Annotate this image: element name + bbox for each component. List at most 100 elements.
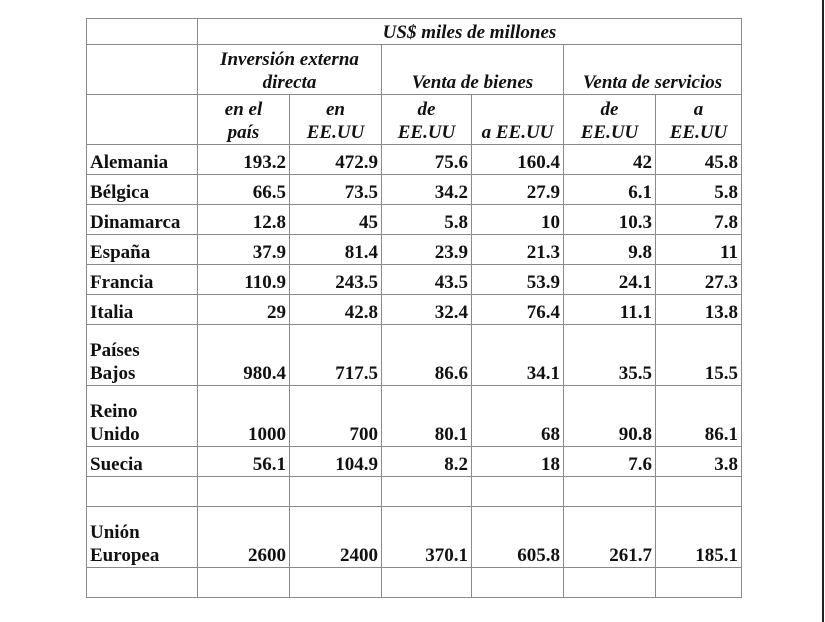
empty-corner-cell: [86, 18, 198, 45]
investment-trade-table: US$ miles de millones Inversión externa d…: [86, 18, 742, 598]
subheader-en-el-pais: en el país: [197, 94, 290, 145]
value-cell: 86.6: [381, 324, 472, 386]
value-cell: 90.8: [563, 385, 656, 447]
empty-corner-cell: [86, 44, 198, 95]
empty-cell: [197, 476, 290, 507]
value-cell: 27.3: [655, 264, 742, 295]
value-cell: 243.5: [289, 264, 382, 295]
value-cell: 32.4: [381, 294, 472, 325]
value-cell: 80.1: [381, 385, 472, 447]
table-row: Italia 29 42.8 32.4 76.4 11.1 13.8: [86, 294, 742, 325]
value-cell: 104.9: [289, 446, 382, 477]
value-cell: 980.4: [197, 324, 290, 386]
value-cell: 110.9: [197, 264, 290, 295]
empty-cell: [471, 567, 564, 598]
value-cell: 717.5: [289, 324, 382, 386]
country-cell: Dinamarca: [86, 204, 198, 235]
value-cell: 53.9: [471, 264, 564, 295]
empty-row: [86, 476, 742, 507]
value-cell: 11.1: [563, 294, 656, 325]
value-cell: 9.8: [563, 234, 656, 265]
country-cell: Unión Europea: [86, 506, 198, 568]
value-cell: 8.2: [381, 446, 472, 477]
value-cell: 29: [197, 294, 290, 325]
value-cell: 37.9: [197, 234, 290, 265]
empty-cell: [86, 567, 198, 598]
empty-cell: [655, 567, 742, 598]
group-header-inversion: Inversión externa directa: [197, 44, 382, 95]
unit-header: US$ miles de millones: [197, 18, 742, 45]
value-cell: 10: [471, 204, 564, 235]
table-row: Países Bajos 980.4 717.5 86.6 34.1 35.5 1…: [86, 324, 742, 386]
header-row-groups: Inversión externa directa Venta de bienes…: [86, 44, 742, 95]
value-cell: 81.4: [289, 234, 382, 265]
value-cell: 86.1: [655, 385, 742, 447]
value-cell: 34.1: [471, 324, 564, 386]
empty-row: [86, 567, 742, 598]
value-cell: 185.1: [655, 506, 742, 568]
value-cell: 1000: [197, 385, 290, 447]
table-row: Alemania 193.2 472.9 75.6 160.4 42 45.8: [86, 144, 742, 175]
value-cell: 3.8: [655, 446, 742, 477]
header-row-unit: US$ miles de millones: [86, 18, 742, 45]
empty-cell: [289, 567, 382, 598]
value-cell: 15.5: [655, 324, 742, 386]
value-cell: 18: [471, 446, 564, 477]
group-header-servicios: Venta de servicios: [563, 44, 742, 95]
value-cell: 12.8: [197, 204, 290, 235]
country-cell: España: [86, 234, 198, 265]
value-cell: 2600: [197, 506, 290, 568]
value-cell: 10.3: [563, 204, 656, 235]
empty-cell: [381, 567, 472, 598]
table-row: Dinamarca 12.8 45 5.8 10 10.3 7.8: [86, 204, 742, 235]
value-cell: 472.9: [289, 144, 382, 175]
subheader-en-eeuu: en EE.UU: [289, 94, 382, 145]
table-row: Francia 110.9 243.5 43.5 53.9 24.1 27.3: [86, 264, 742, 295]
value-cell: 21.3: [471, 234, 564, 265]
value-cell: 5.8: [381, 204, 472, 235]
value-cell: 45.8: [655, 144, 742, 175]
value-cell: 160.4: [471, 144, 564, 175]
table-row: Bélgica 66.5 73.5 34.2 27.9 6.1 5.8: [86, 174, 742, 205]
header-row-subheaders: en el país en EE.UU de EE.UU a EE.UU de EE.U…: [86, 94, 742, 145]
value-cell: 2400: [289, 506, 382, 568]
value-cell: 261.7: [563, 506, 656, 568]
value-cell: 42: [563, 144, 656, 175]
country-cell: Reino Unido: [86, 385, 198, 447]
value-cell: 76.4: [471, 294, 564, 325]
value-cell: 43.5: [381, 264, 472, 295]
value-cell: 6.1: [563, 174, 656, 205]
value-cell: 34.2: [381, 174, 472, 205]
empty-cell: [655, 476, 742, 507]
value-cell: 73.5: [289, 174, 382, 205]
empty-cell: [86, 476, 198, 507]
country-cell: Italia: [86, 294, 198, 325]
subheader-de-eeuu-bienes: de EE.UU: [381, 94, 472, 145]
value-cell: 35.5: [563, 324, 656, 386]
page-edge-line: [822, 0, 824, 622]
table-row: Reino Unido 1000 700 80.1 68 90.8 86.1: [86, 385, 742, 447]
country-cell: Alemania: [86, 144, 198, 175]
value-cell: 700: [289, 385, 382, 447]
group-header-bienes: Venta de bienes: [381, 44, 564, 95]
value-cell: 66.5: [197, 174, 290, 205]
country-cell: Bélgica: [86, 174, 198, 205]
empty-cell: [289, 476, 382, 507]
value-cell: 605.8: [471, 506, 564, 568]
value-cell: 7.8: [655, 204, 742, 235]
value-cell: 11: [655, 234, 742, 265]
value-cell: 56.1: [197, 446, 290, 477]
empty-cell: [563, 567, 656, 598]
value-cell: 75.6: [381, 144, 472, 175]
value-cell: 24.1: [563, 264, 656, 295]
value-cell: 7.6: [563, 446, 656, 477]
value-cell: 23.9: [381, 234, 472, 265]
country-cell: Suecia: [86, 446, 198, 477]
table-row: España 37.9 81.4 23.9 21.3 9.8 11: [86, 234, 742, 265]
empty-cell: [381, 476, 472, 507]
value-cell: 68: [471, 385, 564, 447]
subheader-de-eeuu-servicios: de EE.UU: [563, 94, 656, 145]
subheader-a-eeuu-servicios: a EE.UU: [655, 94, 742, 145]
value-cell: 27.9: [471, 174, 564, 205]
country-cell: Países Bajos: [86, 324, 198, 386]
